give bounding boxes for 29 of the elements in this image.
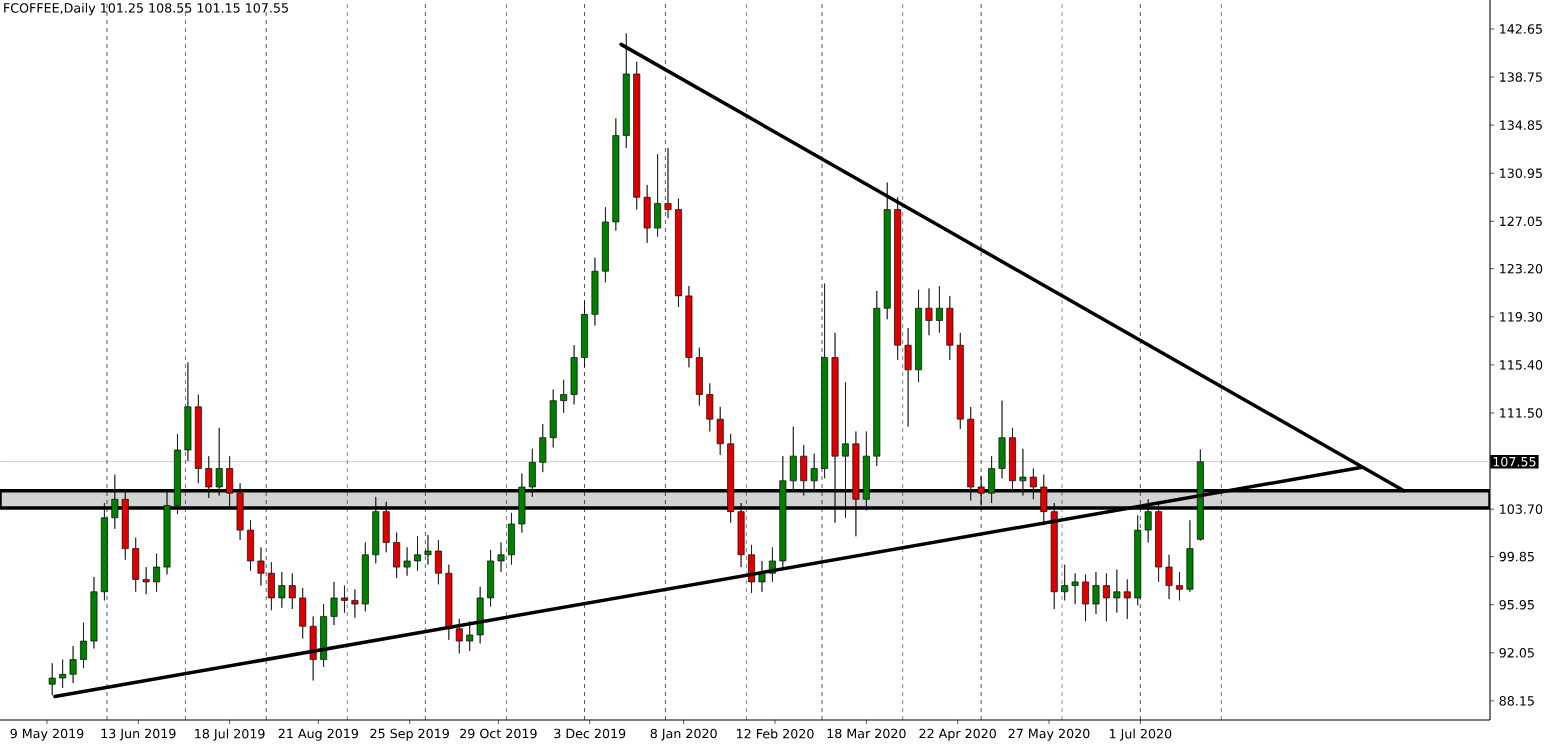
chart-title: FCOFFEE,Daily 101.25 108.55 101.15 107.55: [4, 2, 288, 16]
y-tick-label: 115.40: [1500, 360, 1543, 370]
y-tick-label: 111.50: [1500, 408, 1543, 418]
x-tick-label: 22 Apr 2020: [919, 728, 996, 741]
y-tick-label: 127.05: [1500, 216, 1542, 227]
x-tick-label: 12 Feb 2020: [737, 728, 814, 739]
x-tick-label: 25 Sep 2019: [370, 728, 449, 741]
y-tick-label: 95.95: [1499, 599, 1534, 610]
x-tick-label: 9 May 2019: [10, 728, 84, 741]
x-tick-label: 3 Dec 2019: [554, 728, 626, 739]
y-tick-label: 99.85: [1499, 551, 1534, 562]
x-tick-label: 29 Oct 2019: [460, 728, 537, 739]
x-tick-label: 8 Jan 2020: [650, 728, 717, 741]
y-tick-label: 103.70: [1500, 504, 1543, 514]
y-tick-label: 88.15: [1499, 696, 1534, 706]
x-tick-label: 18 Jul 2019: [195, 728, 265, 741]
y-tick-label: 119.30: [1500, 312, 1543, 322]
x-tick-label: 27 May 2020: [1008, 728, 1090, 741]
y-tick-label: 130.95: [1500, 168, 1542, 179]
x-tick-label: 21 Aug 2019: [278, 728, 359, 741]
y-tick-label: 92.05: [1499, 647, 1534, 658]
x-tick-label: 18 Mar 2020: [827, 728, 906, 739]
y-tick-label: 134.85: [1500, 120, 1542, 130]
y-tick-label: 123.20: [1500, 263, 1543, 274]
x-tick-label: 1 Jul 2020: [1109, 728, 1172, 741]
y-tick-label: 142.65: [1500, 24, 1542, 34]
y-tick-label: 138.75: [1500, 72, 1542, 82]
ref-line-label: 107.55: [1493, 456, 1536, 467]
x-tick-label: 13 Jun 2019: [101, 728, 176, 741]
